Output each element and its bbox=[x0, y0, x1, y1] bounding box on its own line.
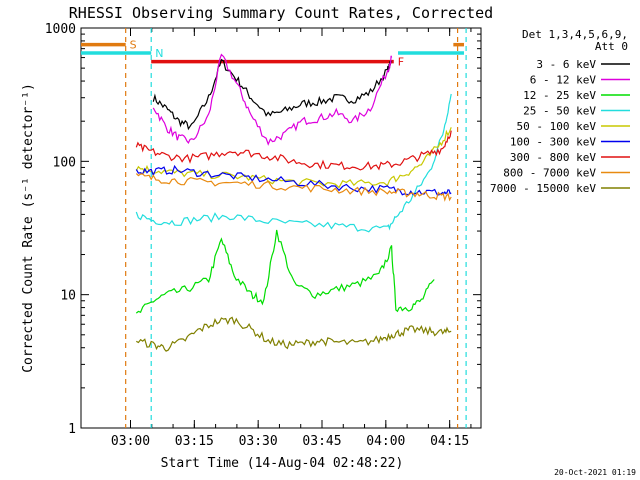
series-line bbox=[152, 58, 392, 131]
flag-label: N bbox=[155, 47, 163, 60]
legend-title-line-2: Att 0 bbox=[595, 40, 628, 53]
series-line bbox=[135, 93, 452, 233]
y-axis-label: Corrected Count Rate (s⁻¹ detector⁻¹) bbox=[21, 83, 36, 373]
x-tick-label: 03:30 bbox=[239, 434, 278, 449]
y-tick-label: 100 bbox=[53, 155, 76, 170]
flag-label: S bbox=[130, 39, 137, 52]
series-line bbox=[135, 130, 452, 171]
x-tick-label: 03:00 bbox=[111, 434, 150, 449]
y-tick-label: 1 bbox=[68, 422, 76, 437]
plot-area: 1 10 100 1000 03:00 03:15 03:30 03:45 04:00 04:15… bbox=[45, 22, 482, 449]
x-tick-label: 04:00 bbox=[366, 434, 405, 449]
series-line bbox=[136, 316, 452, 352]
flag-label: F bbox=[398, 56, 404, 69]
series-line bbox=[135, 229, 435, 314]
legend-entry-label: 12 - 25 keV bbox=[523, 89, 596, 102]
y-tick-label: 1000 bbox=[45, 22, 76, 37]
legend-entry-label: 50 - 100 keV bbox=[517, 120, 597, 133]
legend-entry-label: 300 - 800 keV bbox=[510, 151, 596, 164]
chart-title: RHESSI Observing Summary Count Rates, Co… bbox=[69, 4, 493, 22]
footer-timestamp: 20-Oct-2021 01:19 bbox=[554, 468, 636, 477]
legend-entry-label: 7000 - 15000 keV bbox=[490, 182, 596, 195]
plot-frame bbox=[80, 27, 482, 429]
series-line bbox=[135, 164, 452, 196]
x-tick-label: 03:15 bbox=[175, 434, 214, 449]
x-tick-label: 04:15 bbox=[430, 434, 469, 449]
legend-entry-label: 6 - 12 keV bbox=[530, 74, 597, 87]
legend-entry-label: 25 - 50 keV bbox=[523, 105, 596, 118]
legend: Det 1,3,4,5,6,9, Att 0 3 - 6 keV 6 - 12 k… bbox=[490, 28, 630, 195]
legend-entry-label: 800 - 7000 keV bbox=[503, 167, 596, 180]
x-axis-label: Start Time (14-Aug-04 02:48:22) bbox=[161, 456, 404, 471]
series-line bbox=[152, 53, 393, 146]
legend-entry-label: 3 - 6 keV bbox=[536, 58, 596, 71]
x-tick-label: 03:45 bbox=[302, 434, 341, 449]
legend-entry-label: 100 - 300 keV bbox=[510, 136, 596, 149]
y-tick-label: 10 bbox=[60, 289, 76, 304]
series-line bbox=[135, 173, 452, 202]
legend-title-line-1: Det 1,3,4,5,6,9, bbox=[522, 28, 628, 41]
